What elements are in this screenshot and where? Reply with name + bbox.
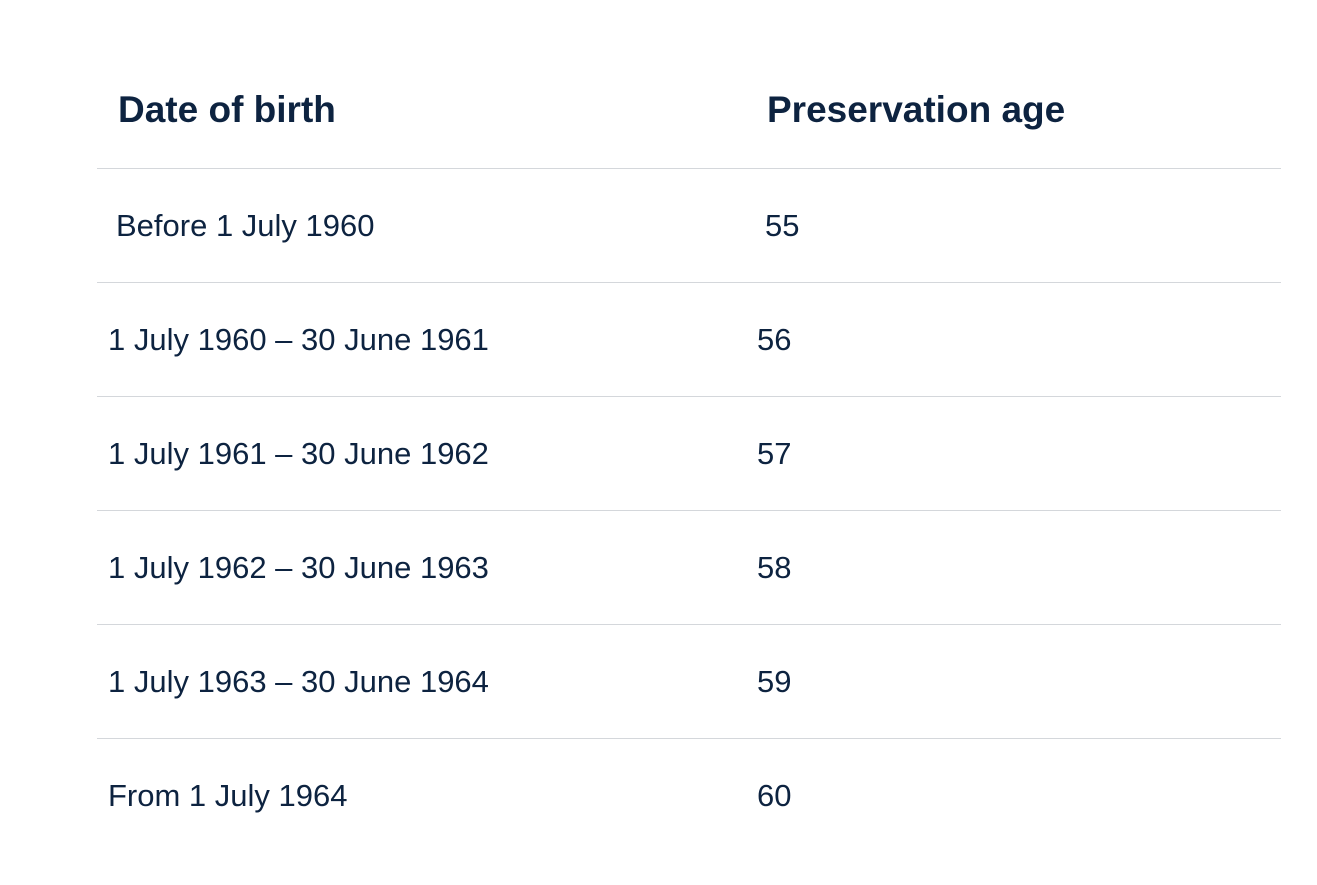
date-of-birth-cell: 1 July 1960 – 30 June 1961 bbox=[108, 321, 489, 357]
preservation-age-cell: 57 bbox=[757, 435, 792, 471]
header-preservation-age: Preservation age bbox=[767, 89, 1066, 130]
preservation-age-cell: 60 bbox=[757, 778, 792, 813]
table-row: 1 July 1960 – 30 June 1961 56 bbox=[97, 283, 1281, 397]
preservation-age-cell: 58 bbox=[757, 549, 792, 585]
table-header-row: Date of birth Preservation age bbox=[97, 55, 1281, 169]
table-row: 1 July 1963 – 30 June 1964 59 bbox=[97, 625, 1281, 739]
preservation-age-table: Date of birth Preservation age Before 1 … bbox=[97, 55, 1281, 853]
date-of-birth-cell: 1 July 1961 – 30 June 1962 bbox=[108, 435, 489, 471]
preservation-age-cell: 55 bbox=[765, 207, 800, 243]
header-date-of-birth: Date of birth bbox=[118, 89, 336, 130]
table-row: 1 July 1962 – 30 June 1963 58 bbox=[97, 511, 1281, 625]
date-of-birth-cell: 1 July 1963 – 30 June 1964 bbox=[108, 663, 489, 699]
table-row: 1 July 1961 – 30 June 1962 57 bbox=[97, 397, 1281, 511]
table-row: Before 1 July 1960 55 bbox=[97, 169, 1281, 283]
preservation-age-cell: 59 bbox=[757, 663, 792, 699]
date-of-birth-cell: 1 July 1962 – 30 June 1963 bbox=[108, 549, 489, 585]
preservation-age-cell: 56 bbox=[757, 321, 792, 357]
date-of-birth-cell: Before 1 July 1960 bbox=[116, 207, 375, 243]
table-row: From 1 July 1964 60 bbox=[97, 739, 1281, 853]
date-of-birth-cell: From 1 July 1964 bbox=[108, 778, 348, 813]
